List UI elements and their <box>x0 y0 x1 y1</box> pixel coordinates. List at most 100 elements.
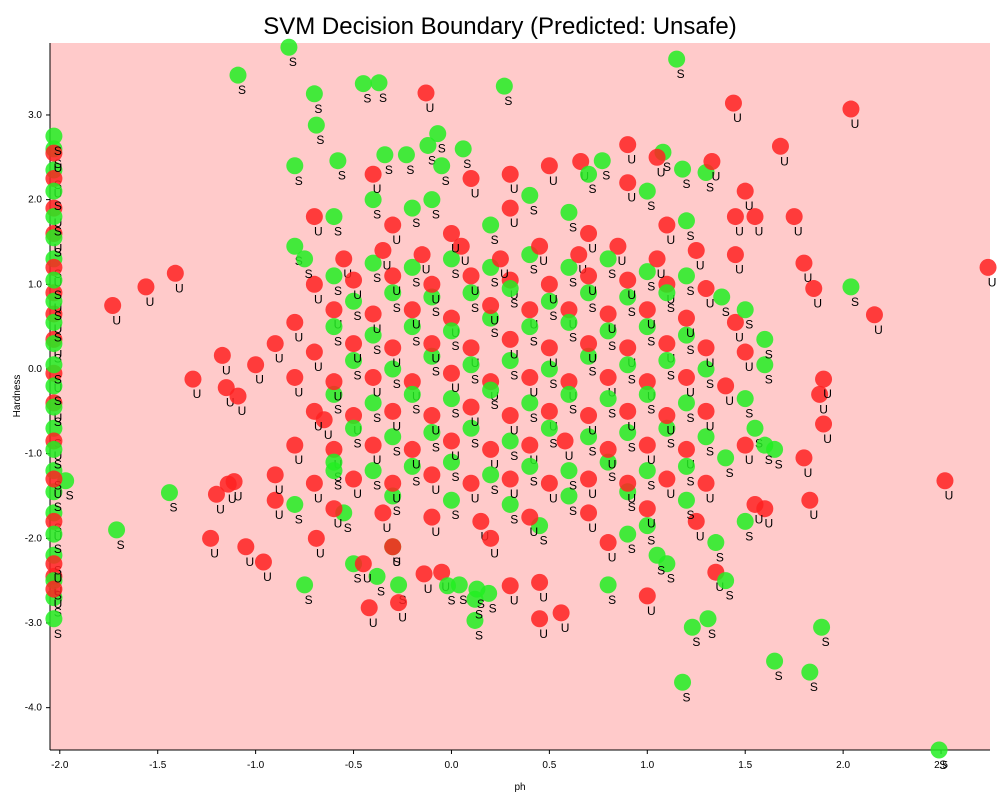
point-label: U <box>618 254 627 268</box>
x-tick-label: -0.5 <box>345 760 363 771</box>
point-label: S <box>295 174 303 188</box>
point-u <box>531 573 549 591</box>
point-s <box>397 146 415 164</box>
point-label: S <box>54 330 62 344</box>
point-u <box>865 306 883 324</box>
point-label: U <box>706 419 715 433</box>
point-u <box>552 604 570 622</box>
point-label: S <box>451 267 459 281</box>
point-u <box>521 508 539 526</box>
point-label: S <box>677 67 685 81</box>
point-s <box>619 288 637 306</box>
point-s <box>160 484 178 502</box>
point-label: U <box>657 267 666 281</box>
point-label: U <box>294 453 303 467</box>
point-u <box>384 538 402 556</box>
point-s <box>756 330 774 348</box>
point-label: S <box>491 275 499 289</box>
point-s <box>429 125 447 143</box>
point-label: S <box>412 275 420 289</box>
point-u <box>45 258 63 276</box>
point-label: U <box>294 330 303 344</box>
point-label: S <box>432 208 440 222</box>
point-label: S <box>510 369 518 383</box>
point-label: S <box>530 474 538 488</box>
point-u <box>415 565 433 583</box>
point-label: U <box>819 402 828 416</box>
point-label: S <box>377 584 385 598</box>
point-label: U <box>696 258 705 272</box>
point-u <box>452 237 470 255</box>
point-label: S <box>54 157 62 171</box>
point-label: S <box>334 225 342 239</box>
point-label: S <box>316 133 324 147</box>
point-s <box>354 75 372 93</box>
x-tick-label: 0.5 <box>542 760 556 771</box>
point-label: S <box>334 335 342 349</box>
point-label: U <box>216 502 225 516</box>
point-u <box>619 402 637 420</box>
point-label: U <box>324 428 333 442</box>
point-label: U <box>275 352 284 366</box>
point-label: U <box>363 572 372 586</box>
point-u <box>462 169 480 187</box>
point-u <box>540 474 558 492</box>
point-label: S <box>822 635 830 649</box>
point-label: U <box>54 572 63 586</box>
point-label: S <box>939 758 947 772</box>
point-u <box>619 174 637 192</box>
point-s <box>345 352 363 370</box>
point-s <box>638 517 656 535</box>
point-u <box>433 563 451 581</box>
point-u <box>677 368 695 386</box>
point-u <box>423 466 441 484</box>
point-label: S <box>569 220 577 234</box>
point-label: U <box>54 597 63 611</box>
point-u <box>305 208 323 226</box>
point-label: U <box>412 318 421 332</box>
point-label: S <box>385 163 393 177</box>
point-label: U <box>275 483 284 497</box>
point-s <box>423 288 441 306</box>
point-s <box>45 208 63 226</box>
point-u <box>599 534 617 552</box>
point-u <box>364 305 382 323</box>
point-label: S <box>647 534 655 548</box>
point-label: S <box>657 563 665 577</box>
point-label: S <box>745 407 753 421</box>
point-label: S <box>438 142 446 156</box>
point-label: U <box>608 457 617 471</box>
point-label: S <box>451 339 459 353</box>
point-label: U <box>54 161 63 175</box>
point-s <box>540 292 558 310</box>
point-label: U <box>451 242 460 256</box>
point-label: U <box>263 570 272 584</box>
point-s <box>599 576 617 594</box>
point-label: U <box>706 356 715 370</box>
point-label: U <box>667 233 676 247</box>
point-s <box>325 318 343 336</box>
point-u <box>207 485 225 503</box>
point-u <box>785 208 803 226</box>
point-label: U <box>353 352 362 366</box>
point-s <box>286 237 304 255</box>
point-s <box>45 356 63 374</box>
point-label: S <box>686 474 694 488</box>
point-u <box>811 385 829 403</box>
point-u <box>384 402 402 420</box>
point-u <box>104 296 122 314</box>
point-label: S <box>686 411 694 425</box>
point-label: U <box>490 313 499 327</box>
point-s <box>403 199 421 217</box>
point-u <box>462 474 480 492</box>
point-s <box>307 116 325 134</box>
point-s <box>384 360 402 378</box>
point-label: U <box>588 352 597 366</box>
point-s <box>674 160 692 178</box>
point-u <box>286 436 304 454</box>
point-label: U <box>510 487 519 501</box>
point-label: U <box>627 288 636 302</box>
point-label: S <box>549 309 557 323</box>
point-label: U <box>627 491 636 505</box>
point-u <box>638 587 656 605</box>
